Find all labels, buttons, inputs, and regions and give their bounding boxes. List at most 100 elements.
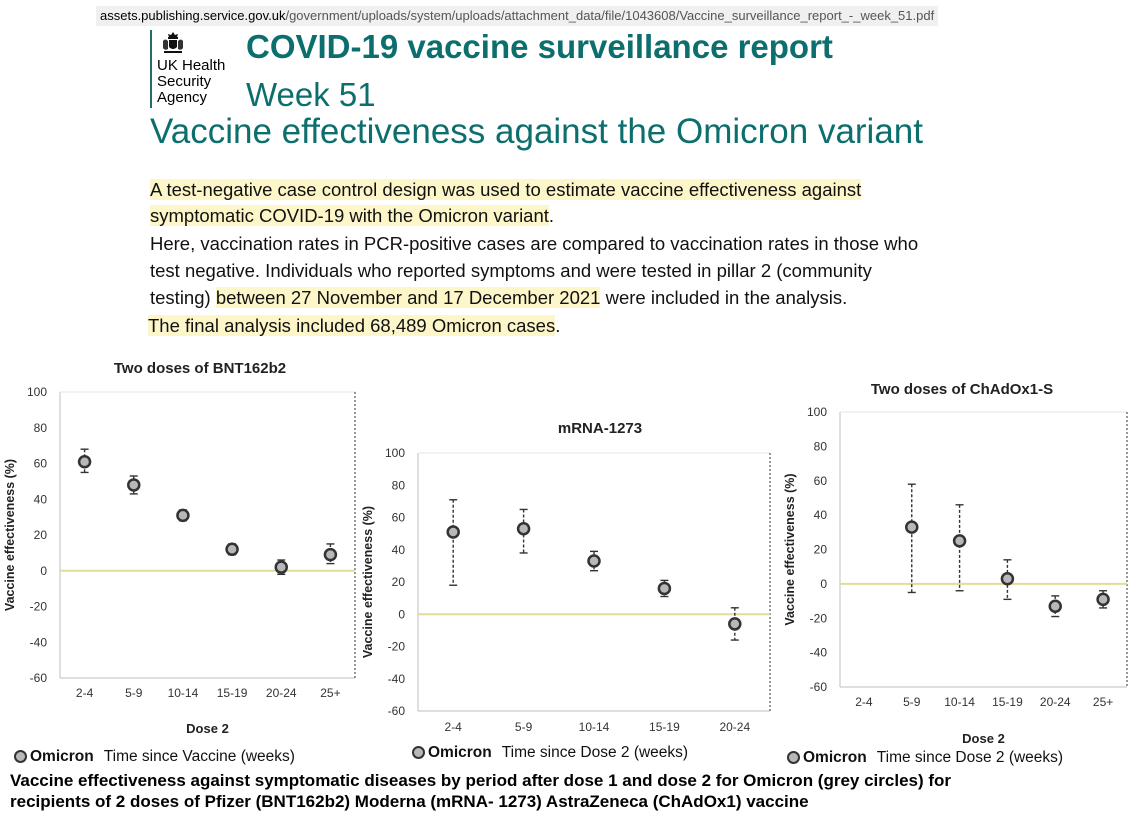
y-tick-label: 100 — [385, 446, 405, 460]
x-tick-label: 25+ — [320, 686, 340, 700]
legend-xlabel: Time since Dose 2 (weeks) — [501, 744, 689, 761]
text: testing) — [150, 287, 216, 308]
data-point — [516, 522, 531, 536]
agency-line-1: UK Health — [157, 57, 226, 74]
data-point — [225, 542, 239, 557]
chart-title: Two doses of ChAdOx1-S — [871, 381, 1053, 398]
y-tick-label: 40 — [34, 492, 48, 506]
data-point — [728, 617, 742, 631]
paragraph-line-1: A test-negative case control design was … — [150, 177, 862, 203]
y-tick-label: 20 — [392, 575, 406, 589]
y-tick-label: 100 — [807, 405, 827, 419]
data-point — [587, 554, 601, 568]
report-subtitle: Vaccine effectiveness against the Omicro… — [150, 112, 923, 151]
chart-2: 100 80 60 40 20 0 -20 -40 -60 2-4 5-9 10-14 15-19 20-… — [361, 420, 771, 734]
caption-line-1: Vaccine effectiveness against symptomati… — [10, 771, 952, 790]
y-tick-label: -40 — [388, 672, 406, 686]
highlight-text: The final analysis included 68,489 Omicr… — [148, 315, 556, 336]
y-tick-label: 0 — [40, 564, 47, 578]
ukhsa-logo: UK Health Security Agency — [150, 30, 240, 110]
y-tick-label: 40 — [814, 508, 828, 522]
y-tick-label: 80 — [34, 421, 48, 435]
x-tick-label: 15-19 — [217, 686, 248, 700]
y-tick-label: 20 — [814, 543, 828, 557]
data-point — [657, 581, 672, 596]
text: were included in the analysis. — [600, 287, 848, 308]
x-tick-label: 15-19 — [992, 695, 1023, 709]
y-tick-label: 20 — [34, 528, 48, 542]
y-tick-label: 0 — [820, 577, 827, 591]
data-point — [274, 560, 288, 574]
x-tick-label: 5-9 — [125, 686, 143, 700]
agency-name: UK Health Security Agency — [157, 58, 225, 106]
y-tick-label: -40 — [30, 635, 48, 649]
logo-rule — [150, 30, 152, 108]
omicron-marker-icon — [14, 750, 27, 764]
data-point — [1096, 592, 1110, 607]
data-point — [905, 520, 919, 534]
x-axis-sublabel: Dose 2 — [186, 721, 229, 736]
url-bar[interactable]: assets.publishing.service.gov.uk/governm… — [96, 6, 939, 26]
y-tick-label: -20 — [388, 640, 406, 654]
paragraph-line-5: testing) between 27 November and 17 Dece… — [150, 285, 847, 311]
data-point — [323, 547, 338, 562]
y-tick-label: 80 — [392, 478, 406, 492]
data-point — [1000, 571, 1015, 586]
x-tick-label: 2-4 — [855, 695, 873, 709]
highlight-text: between 27 November and 17 December 2021 — [215, 287, 601, 308]
highlight-text: symptomatic COVID-19 with the Omicron va… — [150, 205, 549, 226]
paragraph-line-2: symptomatic COVID-19 with the Omicron va… — [150, 203, 554, 229]
data-point — [446, 525, 460, 539]
x-tick-label: 10-14 — [944, 695, 975, 709]
data-point — [127, 478, 141, 492]
x-tick-label: 10-14 — [579, 720, 610, 734]
y-axis-label: Vaccine effectiveness (%) — [783, 473, 797, 625]
x-tick-label: 20-24 — [266, 686, 297, 700]
x-tick-label: 2-4 — [445, 720, 463, 734]
legend-series: Omicron — [803, 749, 867, 766]
data-point — [1048, 599, 1062, 613]
y-axis-label: Vaccine effectiveness (%) — [3, 459, 17, 611]
y-tick-label: 100 — [27, 385, 47, 399]
text: . — [555, 315, 561, 336]
chart-1: 100 80 60 40 20 0 -20 -40 -60 2-4 5-9 10-14 15-19 20-… — [3, 360, 356, 736]
data-point — [176, 508, 190, 523]
data-point — [77, 454, 92, 469]
y-tick-label: 60 — [34, 457, 48, 471]
report-week: Week 51 — [246, 76, 376, 113]
paragraph-line-3: Here, vaccination rates in PCR-positive … — [150, 233, 919, 254]
y-tick-label: 40 — [392, 543, 406, 557]
x-tick-label: 15-19 — [649, 720, 680, 734]
agency-line-2: Security — [157, 73, 212, 90]
x-tick-label: 10-14 — [168, 686, 199, 700]
paragraph-line-6: The final analysis included 68,489 Omicr… — [148, 313, 560, 339]
data-point — [952, 534, 967, 548]
y-tick-label: 0 — [398, 607, 405, 621]
url-path: /government/uploads/system/uploads/attac… — [285, 8, 935, 23]
x-tick-label: 5-9 — [903, 695, 921, 709]
x-tick-label: 20-24 — [719, 720, 750, 734]
chart-title: Two doses of BNT162b2 — [114, 360, 286, 377]
y-tick-label: -40 — [810, 646, 828, 660]
url-domain: assets.publishing.service.gov.uk — [100, 8, 286, 23]
x-tick-label: 5-9 — [515, 720, 533, 734]
x-tick-label: 20-24 — [1040, 695, 1071, 709]
x-tick-label: 2-4 — [76, 686, 94, 700]
y-tick-label: 60 — [392, 511, 406, 525]
paragraph-line-4: test negative. Individuals who reported … — [150, 260, 872, 281]
chart1-legend: Omicron Time since Vaccine (weeks) — [14, 748, 295, 766]
omicron-marker-icon — [412, 746, 425, 760]
chart-title: mRNA-1273 — [558, 420, 642, 437]
y-tick-label: -60 — [810, 680, 828, 694]
y-tick-label: -60 — [30, 671, 48, 685]
x-tick-label: 25+ — [1093, 695, 1113, 709]
y-tick-label: -60 — [388, 704, 406, 718]
legend-series: Omicron — [428, 744, 492, 761]
legend-xlabel: Time since Vaccine (weeks) — [103, 748, 295, 765]
report-title: COVID-19 vaccine surveillance report — [246, 28, 833, 65]
chart2-legend: Omicron Time since Dose 2 (weeks) — [412, 744, 688, 762]
y-tick-label: -20 — [810, 611, 828, 625]
legend-xlabel: Time since Dose 2 (weeks) — [876, 749, 1064, 766]
legend-series: Omicron — [30, 748, 94, 765]
